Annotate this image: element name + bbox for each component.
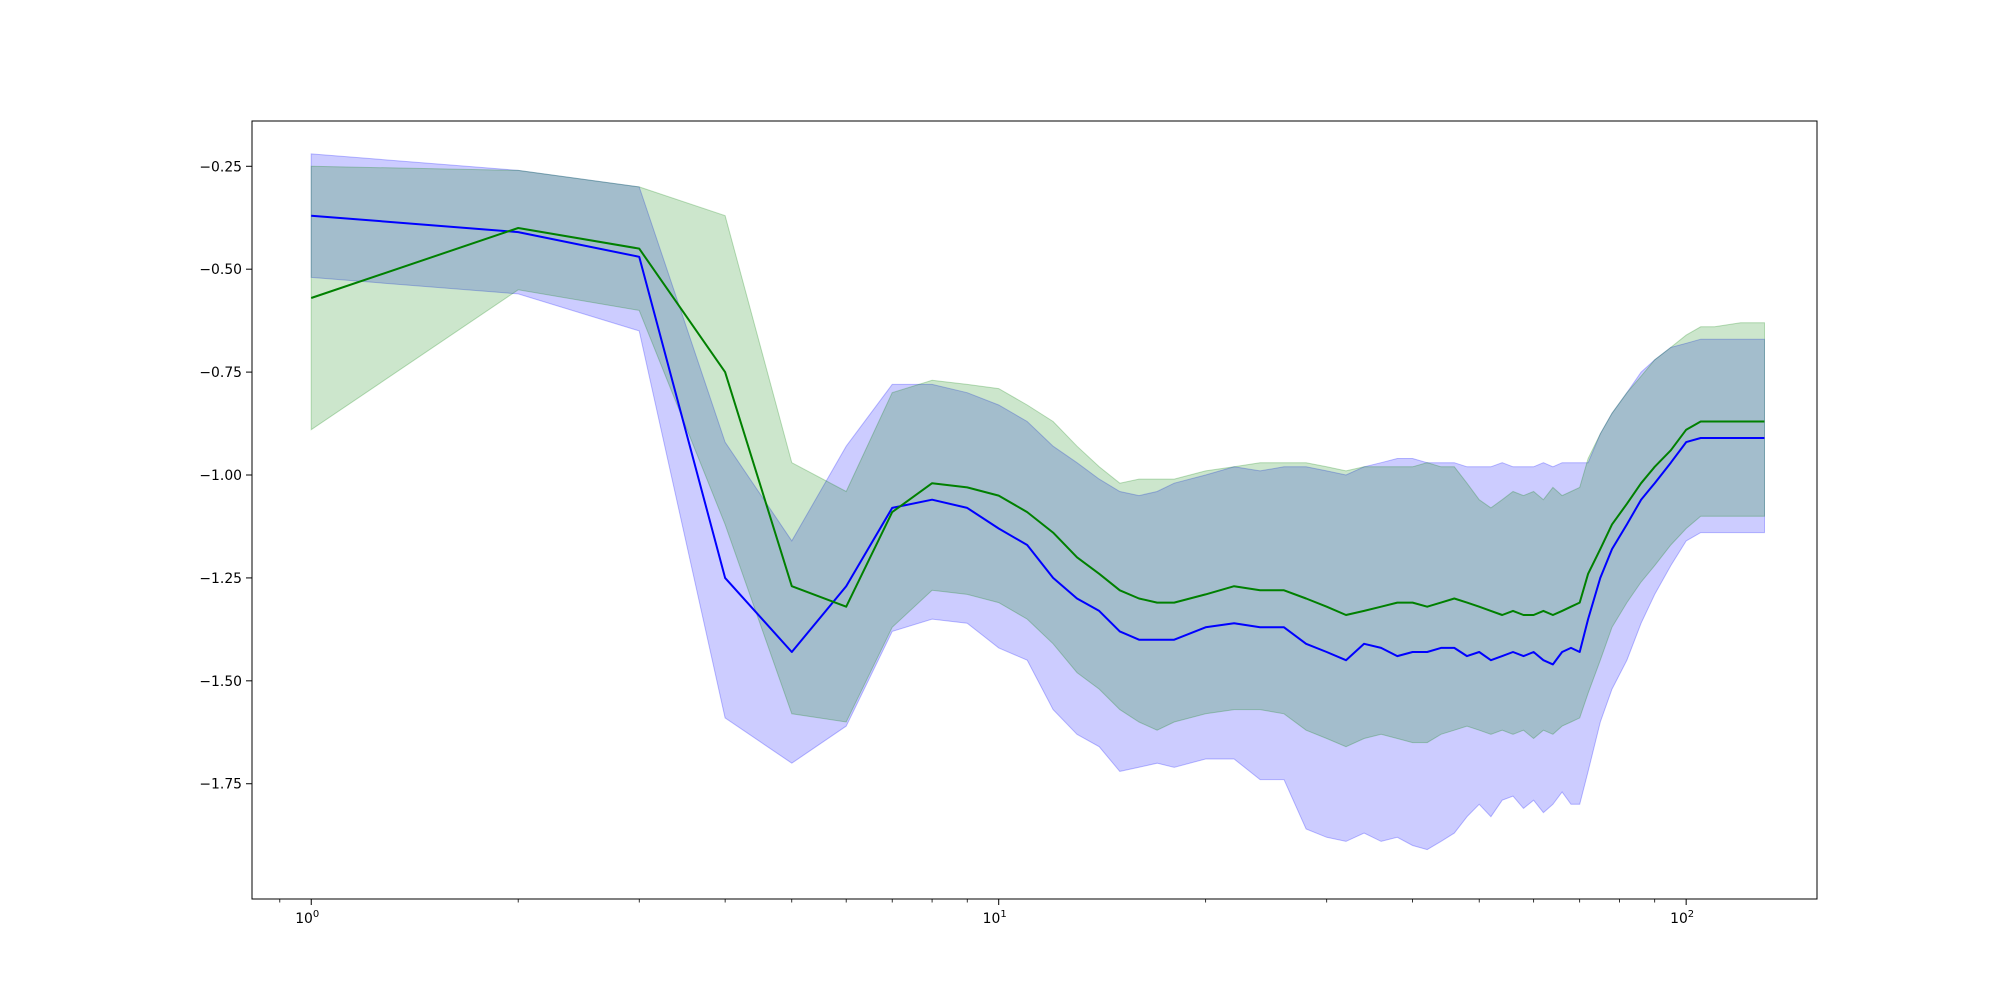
y-tick-label: −0.75: [199, 365, 242, 381]
series-1-line: [311, 214, 1765, 666]
plot-frame: [251, 120, 1818, 900]
x-tick-label: 100: [295, 909, 319, 927]
x-tick-exponent: 1: [1000, 909, 1006, 920]
y-axis: −0.25 −0.50 −0.75 −1.00 −1.25 −1.50 −1.75: [199, 159, 252, 793]
y-tick-label: −1.25: [199, 571, 242, 587]
y-tick-label: −1.50: [199, 674, 242, 690]
x-tick-base: 10: [983, 911, 1001, 927]
series-1-band: [310, 153, 1765, 851]
x-tick-base: 10: [1670, 911, 1688, 927]
x-tick-label: 102: [1670, 909, 1694, 927]
x-tick-base: 10: [295, 911, 313, 927]
y-tick-label: −1.75: [199, 777, 242, 793]
x-tick-exponent: 0: [313, 909, 319, 920]
series-lines: [310, 214, 1765, 666]
series-2-line: [310, 227, 1765, 616]
x-tick-label: 101: [983, 909, 1007, 927]
x-axis: 100 101 102: [279, 899, 1694, 927]
y-tick-label: −0.25: [199, 159, 242, 175]
y-tick-label: −1.00: [199, 468, 242, 484]
y-tick-label: −0.50: [199, 262, 242, 278]
x-tick-exponent: 2: [1688, 909, 1694, 920]
